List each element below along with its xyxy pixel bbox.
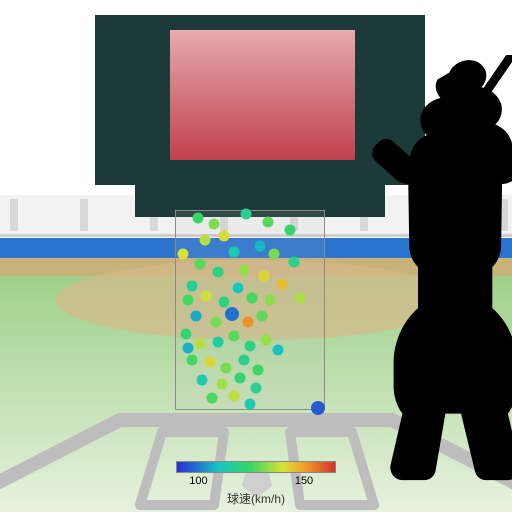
pitch-dot [235,373,246,384]
pitch-dot [233,283,244,294]
pitch-dot [187,355,198,366]
speed-legend: 100 150 球速(km/h) [176,461,336,507]
pitch-dot [225,307,239,321]
pitch-dot [187,281,198,292]
pitch-dot [245,399,256,410]
pitch-dot [257,311,268,322]
pitch-dot [213,337,224,348]
pitch-dot [195,259,206,270]
pitch-dot [263,217,274,228]
pitch-dot [217,379,228,390]
pitch-dot [255,241,266,252]
pitch-dot [213,267,224,278]
pitch-dot [195,339,206,350]
pitch-dot [219,231,230,242]
pitch-dot [245,341,256,352]
legend-title: 球速(km/h) [176,490,336,507]
pitch-dot [219,297,230,308]
pitch-dot [241,209,252,220]
pitch-dot [277,279,288,290]
pitch-dot [295,293,306,304]
legend-tick: 100 [189,475,207,487]
pitch-dot [200,235,211,246]
legend-color-bar [176,461,336,473]
pitch-dot [269,249,280,260]
pitch-dot [273,345,284,356]
pitch-dot [211,317,222,328]
pitch-dot [221,363,232,374]
pitch-dot [251,383,262,394]
pitch-dot [239,265,250,276]
legend-tick: 150 [295,475,313,487]
pitch-dot [201,291,212,302]
pitch-dot [183,295,194,306]
pitch-dot [193,213,204,224]
batter-silhouette [310,55,512,485]
pitch-dot [178,249,189,260]
pitch-dot [197,375,208,386]
pitch-dot [289,257,300,268]
pitch-dot [191,311,202,322]
pitch-dot [229,331,240,342]
legend-ticks: 100 150 [176,475,336,489]
pitch-dot [183,343,194,354]
pitch-dot [247,293,258,304]
pitch-dot [209,219,220,230]
pitch-dot [239,355,250,366]
pitch-dot [261,335,272,346]
pitch-dot [253,365,264,376]
pitch-dot [243,317,254,328]
pitch-dot [229,391,240,402]
pitch-dot [181,329,192,340]
pitch-dot [229,247,240,258]
pitch-dot [259,271,270,282]
pitch-dot [207,393,218,404]
pitch-dot [285,225,296,236]
pitch-dot [205,357,216,368]
pitch-dot [265,295,276,306]
